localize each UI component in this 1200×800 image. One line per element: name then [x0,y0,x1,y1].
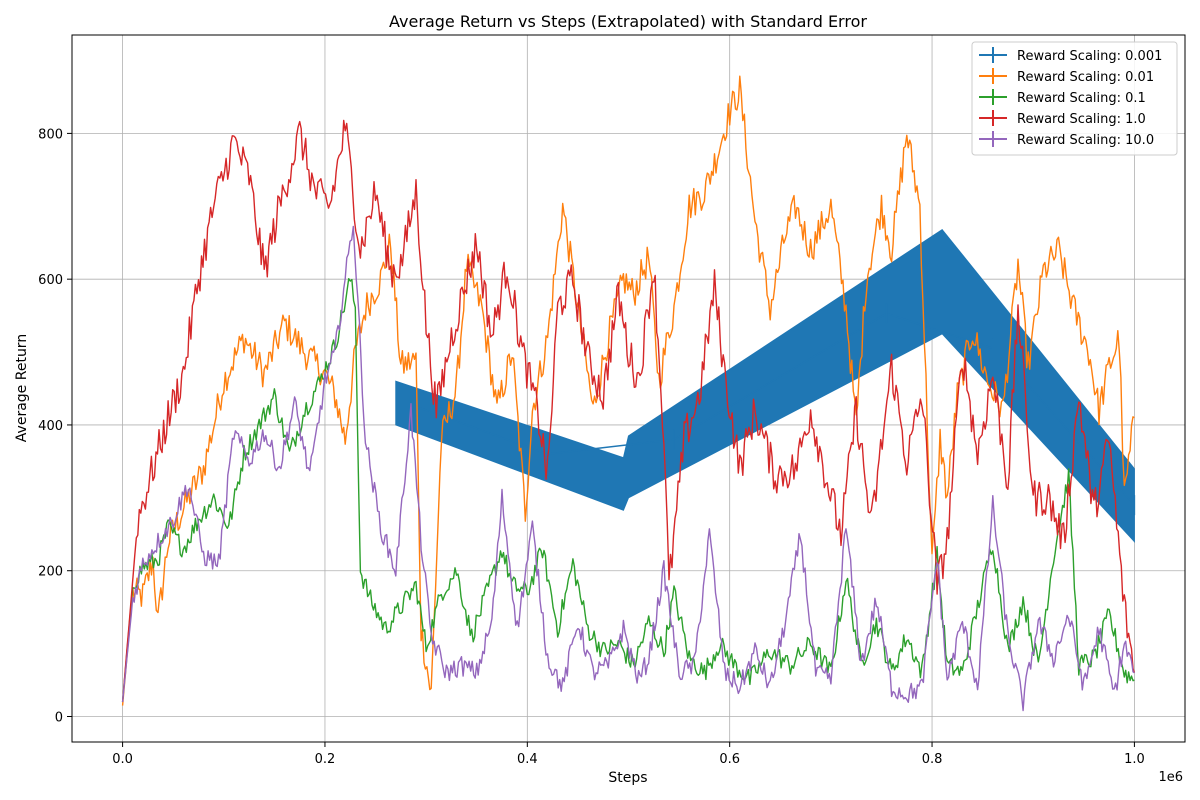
series-reward-scaling-0-1 [121,278,1135,702]
x-axis-title: Steps [608,770,647,786]
legend-label: Reward Scaling: 0.001 [1017,49,1162,64]
legend-item-reward-scaling-0-01: Reward Scaling: 0.01 [979,68,1154,85]
legend-item-reward-scaling-0-1: Reward Scaling: 0.1 [979,89,1146,106]
y-tick-label: 0 [55,710,63,725]
legend-label: Reward Scaling: 10.0 [1017,133,1154,148]
x-tick-label: 0.8 [922,752,943,767]
plot-frame [71,34,1186,743]
series-reward-scaling-1-0 [121,119,1136,702]
series-reward-scaling-10-0 [121,225,1135,712]
y-tick-label: 800 [38,127,63,142]
series-line [547,438,675,455]
series-line [121,278,1135,702]
x-tick-label: 0.2 [315,752,336,767]
legend-box [971,41,1178,156]
x-axis-offset-label: 1e6 [1158,770,1183,785]
legend-item-reward-scaling-10-0: Reward Scaling: 10.0 [979,131,1154,148]
y-tick-label: 200 [38,565,63,580]
series-line [121,75,1135,706]
x-tick-label: 1.0 [1124,752,1145,767]
series-reward-scaling-0-01 [121,75,1135,706]
legend-item-reward-scaling-0-001: Reward Scaling: 0.001 [979,47,1162,64]
series-line [415,406,548,455]
x-tick-label: 0.0 [112,752,133,767]
x-tick-label: 0.4 [517,752,538,767]
series-line [121,225,1135,712]
legend-label: Reward Scaling: 0.01 [1017,70,1154,85]
ticks: 0.0 0.2 0.4 0.6 0.8 1.0 0 200 400 600 800 [38,127,1145,767]
y-tick-label: 600 [38,273,63,288]
legend-label: Reward Scaling: 0.1 [1017,91,1146,106]
data-layer [121,75,1136,712]
y-axis-title: Average Return [14,334,30,442]
y-tick-label: 400 [38,419,63,434]
series-line [992,347,1014,369]
legend: Reward Scaling: 0.001 Reward Scaling: 0.0… [971,41,1178,156]
legend-item-reward-scaling-1-0: Reward Scaling: 1.0 [979,110,1146,127]
series-line [886,312,993,350]
x-tick-label: 0.6 [719,752,740,767]
legend-label: Reward Scaling: 1.0 [1017,112,1146,127]
series-line [121,119,1136,702]
series-line [673,312,887,441]
chart-title: Average Return vs Steps (Extrapolated) w… [389,12,867,31]
